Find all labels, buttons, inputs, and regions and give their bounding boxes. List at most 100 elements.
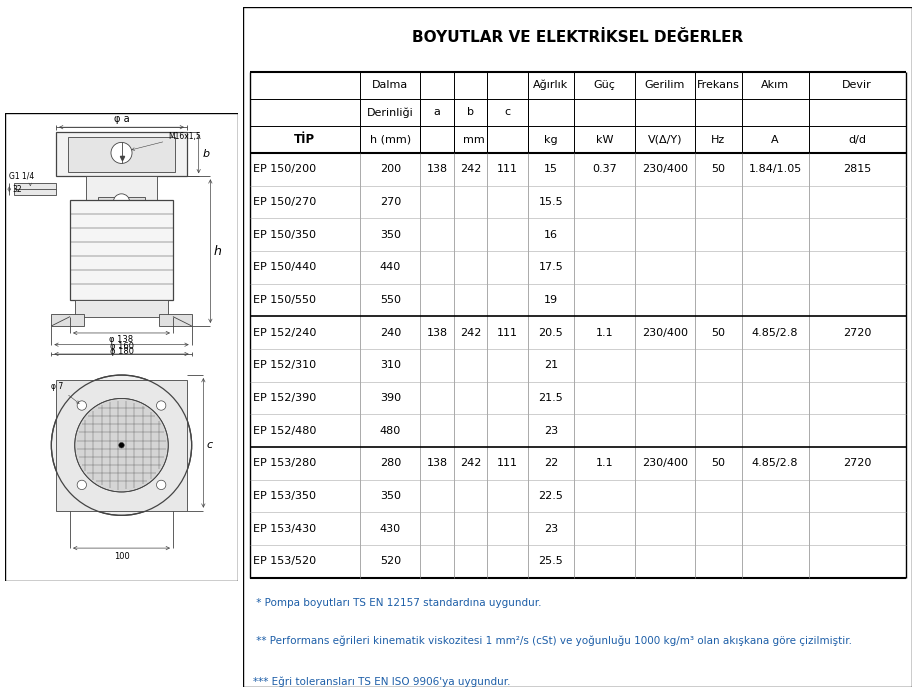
- Text: 1.84/1.05: 1.84/1.05: [748, 164, 801, 174]
- Text: φ 180: φ 180: [109, 347, 134, 356]
- Text: 240: 240: [380, 328, 401, 338]
- Text: b: b: [467, 108, 474, 117]
- Text: a: a: [434, 108, 440, 117]
- Text: 16: 16: [544, 230, 558, 240]
- Text: EP 153/430: EP 153/430: [253, 523, 316, 534]
- Circle shape: [77, 401, 86, 410]
- Text: 242: 242: [460, 164, 481, 174]
- Text: 138: 138: [426, 328, 447, 338]
- Text: φ 160: φ 160: [109, 341, 134, 350]
- Text: b: b: [202, 149, 209, 159]
- Text: 50: 50: [712, 458, 725, 468]
- Bar: [14, 183, 56, 195]
- Bar: [98, 197, 145, 207]
- Text: 2720: 2720: [843, 458, 871, 468]
- Text: 430: 430: [380, 523, 401, 534]
- Text: c: c: [207, 440, 213, 450]
- Text: EP 153/350: EP 153/350: [253, 491, 316, 501]
- Text: EP 153/520: EP 153/520: [253, 556, 316, 566]
- Text: 17.5: 17.5: [538, 262, 563, 273]
- Text: ** Performans eğrileri kinematik viskozitesi 1 mm²/s (cSt) ve yoğunluğu 1000 kg/: ** Performans eğrileri kinematik viskozi…: [253, 636, 852, 646]
- Text: 50: 50: [712, 328, 725, 338]
- Text: *** Eğri toleransları TS EN ISO 9906'ya uygundur.: *** Eğri toleransları TS EN ISO 9906'ya …: [253, 677, 511, 687]
- Text: 230/400: 230/400: [642, 458, 688, 468]
- Bar: [56, 380, 187, 511]
- Text: φ a: φ a: [114, 114, 129, 124]
- Circle shape: [75, 398, 169, 492]
- Circle shape: [157, 401, 166, 410]
- Text: 390: 390: [380, 393, 401, 403]
- Text: 230/400: 230/400: [642, 164, 688, 174]
- Text: 550: 550: [380, 295, 401, 305]
- Text: 520: 520: [380, 556, 401, 566]
- Text: EP 150/350: EP 150/350: [253, 230, 316, 240]
- Text: Gerilim: Gerilim: [645, 80, 685, 90]
- Text: TİP: TİP: [294, 133, 315, 146]
- Text: 20.5: 20.5: [538, 328, 563, 338]
- Text: h (mm): h (mm): [370, 135, 411, 144]
- Text: Devir: Devir: [843, 80, 872, 90]
- Text: Hz: Hz: [712, 135, 725, 144]
- Text: Ağırlık: Ağırlık: [534, 80, 569, 90]
- Text: 22: 22: [544, 458, 558, 468]
- Text: V(Δ/Y): V(Δ/Y): [647, 135, 682, 144]
- Text: 310: 310: [380, 360, 401, 371]
- Text: 21.5: 21.5: [538, 393, 563, 403]
- Text: EP 152/480: EP 152/480: [253, 425, 316, 436]
- Text: Dalma: Dalma: [372, 80, 408, 90]
- Text: 440: 440: [380, 262, 401, 273]
- Text: c: c: [504, 108, 511, 117]
- Text: h: h: [214, 244, 222, 257]
- Text: BOYUTLAR VE ELEKTRİKSEL DEĞERLER: BOYUTLAR VE ELEKTRİKSEL DEĞERLER: [412, 30, 744, 45]
- Text: 350: 350: [380, 491, 401, 501]
- Text: 200: 200: [380, 164, 401, 174]
- Text: mm: mm: [463, 135, 485, 144]
- Text: Akım: Akım: [761, 80, 790, 90]
- Text: 1.1: 1.1: [596, 458, 613, 468]
- Text: 111: 111: [497, 164, 518, 174]
- Text: 50: 50: [712, 164, 725, 174]
- Text: 21: 21: [544, 360, 558, 371]
- Text: 242: 242: [460, 458, 481, 468]
- Text: 19: 19: [544, 295, 558, 305]
- Circle shape: [114, 194, 129, 210]
- Text: M16x1,5: M16x1,5: [132, 132, 201, 151]
- Circle shape: [111, 142, 132, 164]
- Text: 2720: 2720: [843, 328, 871, 338]
- Bar: [56, 132, 187, 176]
- Circle shape: [157, 480, 166, 489]
- Text: 111: 111: [497, 328, 518, 338]
- Text: 138: 138: [426, 164, 447, 174]
- Text: 350: 350: [380, 230, 401, 240]
- Text: 15: 15: [544, 164, 558, 174]
- Text: kg: kg: [544, 135, 558, 144]
- Text: G1 1/4: G1 1/4: [9, 172, 35, 181]
- Bar: [70, 200, 173, 301]
- Text: EP 150/270: EP 150/270: [253, 197, 316, 207]
- Text: 480: 480: [380, 425, 401, 436]
- Text: EP 152/390: EP 152/390: [253, 393, 316, 403]
- Text: φ 7: φ 7: [51, 382, 79, 403]
- Text: A: A: [771, 135, 779, 144]
- Bar: [86, 176, 157, 200]
- Text: 270: 270: [380, 197, 401, 207]
- Text: 280: 280: [380, 458, 401, 468]
- Bar: [159, 314, 192, 326]
- Text: Frekans: Frekans: [697, 80, 740, 90]
- Text: d/d: d/d: [848, 135, 867, 144]
- Text: 1.1: 1.1: [596, 328, 613, 338]
- Text: EP 153/280: EP 153/280: [253, 458, 316, 468]
- Circle shape: [51, 375, 192, 516]
- Text: 0.37: 0.37: [592, 164, 617, 174]
- Bar: [75, 301, 169, 316]
- Text: 230/400: 230/400: [642, 328, 688, 338]
- Text: 15.5: 15.5: [538, 197, 563, 207]
- Text: 23: 23: [544, 425, 558, 436]
- Text: 100: 100: [114, 552, 129, 561]
- Text: 2815: 2815: [843, 164, 871, 174]
- Text: Derinliği: Derinliği: [367, 107, 414, 117]
- Text: 23: 23: [544, 523, 558, 534]
- Text: EP 150/550: EP 150/550: [253, 295, 316, 305]
- Bar: [68, 137, 175, 171]
- Text: 4.85/2.8: 4.85/2.8: [752, 328, 799, 338]
